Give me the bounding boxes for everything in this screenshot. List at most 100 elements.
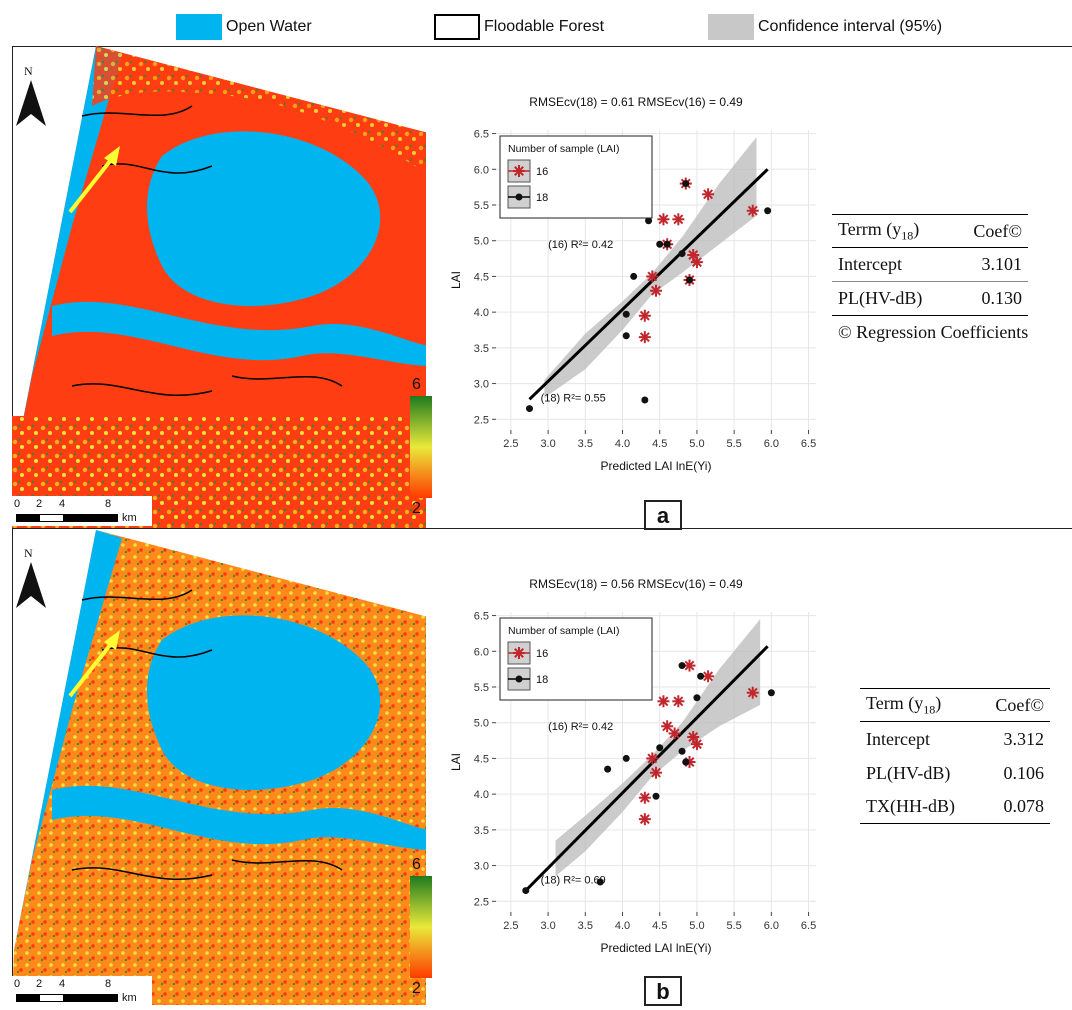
table-b: Term (y18) Coef© Intercept 3.312 PL(HV-d… xyxy=(860,688,1050,824)
x-axis-label: Predicted LAI lnE(Yi) xyxy=(601,459,712,473)
y-tick-label: 5.0 xyxy=(474,236,489,248)
legend-title: Number of sample (LAI) xyxy=(508,143,619,155)
north-arrow-a: N xyxy=(14,64,48,134)
open-water-label: Open Water xyxy=(226,18,312,35)
scale-label-0: 0 xyxy=(14,498,21,510)
y-tick-label: 6.0 xyxy=(474,164,489,176)
y-tick-label: 5.5 xyxy=(474,200,489,212)
confidence-band xyxy=(555,619,761,877)
colorbar-max: 6 xyxy=(412,856,421,873)
x-tick-label: 6.0 xyxy=(764,438,779,450)
scale-label-2: 2 xyxy=(36,978,43,990)
data-point-16 xyxy=(661,720,674,733)
data-point-18 xyxy=(685,276,693,284)
legend-title: Number of sample (LAI) xyxy=(508,625,619,637)
map-a-yellow-arrow xyxy=(68,154,116,214)
panel-b-frame xyxy=(12,528,1072,1005)
data-point-16 xyxy=(646,752,659,765)
y-tick-label: 5.5 xyxy=(474,682,489,694)
regression-line xyxy=(524,645,769,892)
table-a-caption: © Regression Coefficients xyxy=(838,322,1029,342)
data-point-18 xyxy=(656,240,664,248)
data-point-18 xyxy=(645,217,653,225)
map-a xyxy=(12,46,432,528)
table-b-coef-header: Coef© xyxy=(995,694,1044,715)
floodable-forest-label: Floodable Forest xyxy=(484,18,605,35)
map-a-outline xyxy=(71,105,343,396)
legend-label-16: 16 xyxy=(536,166,548,178)
term-cell: PL(HV-dB) xyxy=(838,288,923,308)
coef-cell: 3.312 xyxy=(1003,728,1045,749)
data-point-16 xyxy=(638,813,651,826)
colorbar-b: 6 2 xyxy=(408,856,438,1002)
table-row: PL(HV-dB) 0.130 xyxy=(832,282,1028,316)
y-tick-label: 3.0 xyxy=(474,861,489,873)
legend-open-water: Open Water xyxy=(176,14,312,40)
data-point-16 xyxy=(702,188,715,201)
table-row: PL(HV-dB) 0.106 xyxy=(860,756,1050,790)
y-axis-label: LAI xyxy=(449,753,463,771)
map-b-lake xyxy=(147,615,381,790)
legend-confidence: Confidence interval (95%) xyxy=(708,14,942,40)
panel-letter-a: a xyxy=(644,500,682,530)
scale-unit: km xyxy=(122,512,137,524)
data-point-18 xyxy=(663,240,671,248)
y-tick-label: 6.5 xyxy=(474,129,489,141)
data-point-16 xyxy=(690,256,703,269)
data-point-16 xyxy=(657,695,670,708)
legend-label-18: 18 xyxy=(536,192,548,204)
scale-label-4: 4 xyxy=(59,498,66,510)
map-a-yellow-arrowhead xyxy=(104,146,120,166)
confidence-label: Confidence interval (95%) xyxy=(758,18,943,35)
data-point-18 xyxy=(641,396,649,404)
map-a-channel xyxy=(52,301,432,366)
term-cell: Intercept xyxy=(838,254,902,274)
data-point-16 xyxy=(672,695,685,708)
map-b-outline xyxy=(71,589,343,880)
data-point-16 xyxy=(690,738,703,751)
data-point-16 xyxy=(638,309,651,322)
scatter-b-svg: 2.5 3.0 3.5 4.0 4.5 5.0 5.5 6.0 6.5 2.5 3.0 3.5 4.0 4… xyxy=(449,577,816,955)
map-b-channel xyxy=(52,785,432,850)
x-tick-label: 4.5 xyxy=(652,920,667,932)
colorbar-gradient xyxy=(410,876,432,978)
data-point-16 xyxy=(746,686,759,699)
data-point-18 xyxy=(630,272,638,280)
x-tick-label: 6.5 xyxy=(801,920,816,932)
y-tick-label: 4.0 xyxy=(474,307,489,319)
term-cell: Intercept xyxy=(866,728,930,749)
data-point-16 xyxy=(657,213,670,226)
y-tick-label: 4.5 xyxy=(474,271,489,283)
x-tick-label: 4.0 xyxy=(615,438,630,450)
legend-label-16: 16 xyxy=(536,648,548,660)
data-point-16 xyxy=(746,204,759,217)
scale-label-4: 4 xyxy=(59,978,66,990)
north-arrow-b: N xyxy=(14,546,48,616)
data-point-18 xyxy=(678,662,686,670)
r2-annotation-16: (16) R²= 0.42 xyxy=(548,721,613,733)
y-tick-label: 5.0 xyxy=(474,718,489,730)
panel-letter-b: b xyxy=(644,976,682,1006)
data-point-18 xyxy=(678,747,686,755)
r2-annotation-16: (16) R²= 0.42 xyxy=(548,239,613,251)
x-tick-label: 6.0 xyxy=(764,920,779,932)
colorbar-gradient xyxy=(410,396,432,498)
scale-bar-a: 0 2 4 8 km xyxy=(12,496,152,526)
scatter-a-svg: 2.5 3.0 3.5 4.0 4.5 5.0 5.5 6.0 6.5 2.5 3.0 3.5 4.0 4… xyxy=(449,95,816,473)
y-tick-label: 2.5 xyxy=(474,896,489,908)
panel-a-frame xyxy=(12,46,1072,528)
data-point-16 xyxy=(672,213,685,226)
data-point-18 xyxy=(522,887,530,895)
x-tick-label: 2.5 xyxy=(503,920,518,932)
scale-label-0: 0 xyxy=(14,978,21,990)
legend-key-18-marker xyxy=(515,193,523,201)
legend-floodable-forest: Floodable Forest xyxy=(434,14,604,40)
map-b-yellow-arrowhead xyxy=(104,630,120,650)
y-tick-label: 3.5 xyxy=(474,343,489,355)
x-tick-label: 6.5 xyxy=(801,438,816,450)
y-axis-label: LAI xyxy=(449,271,463,289)
y-tick-label: 3.0 xyxy=(474,379,489,391)
table-b-header: Term (y18) Coef© xyxy=(860,688,1050,722)
x-tick-label: 3.0 xyxy=(540,920,555,932)
y-tick-label: 6.0 xyxy=(474,646,489,658)
